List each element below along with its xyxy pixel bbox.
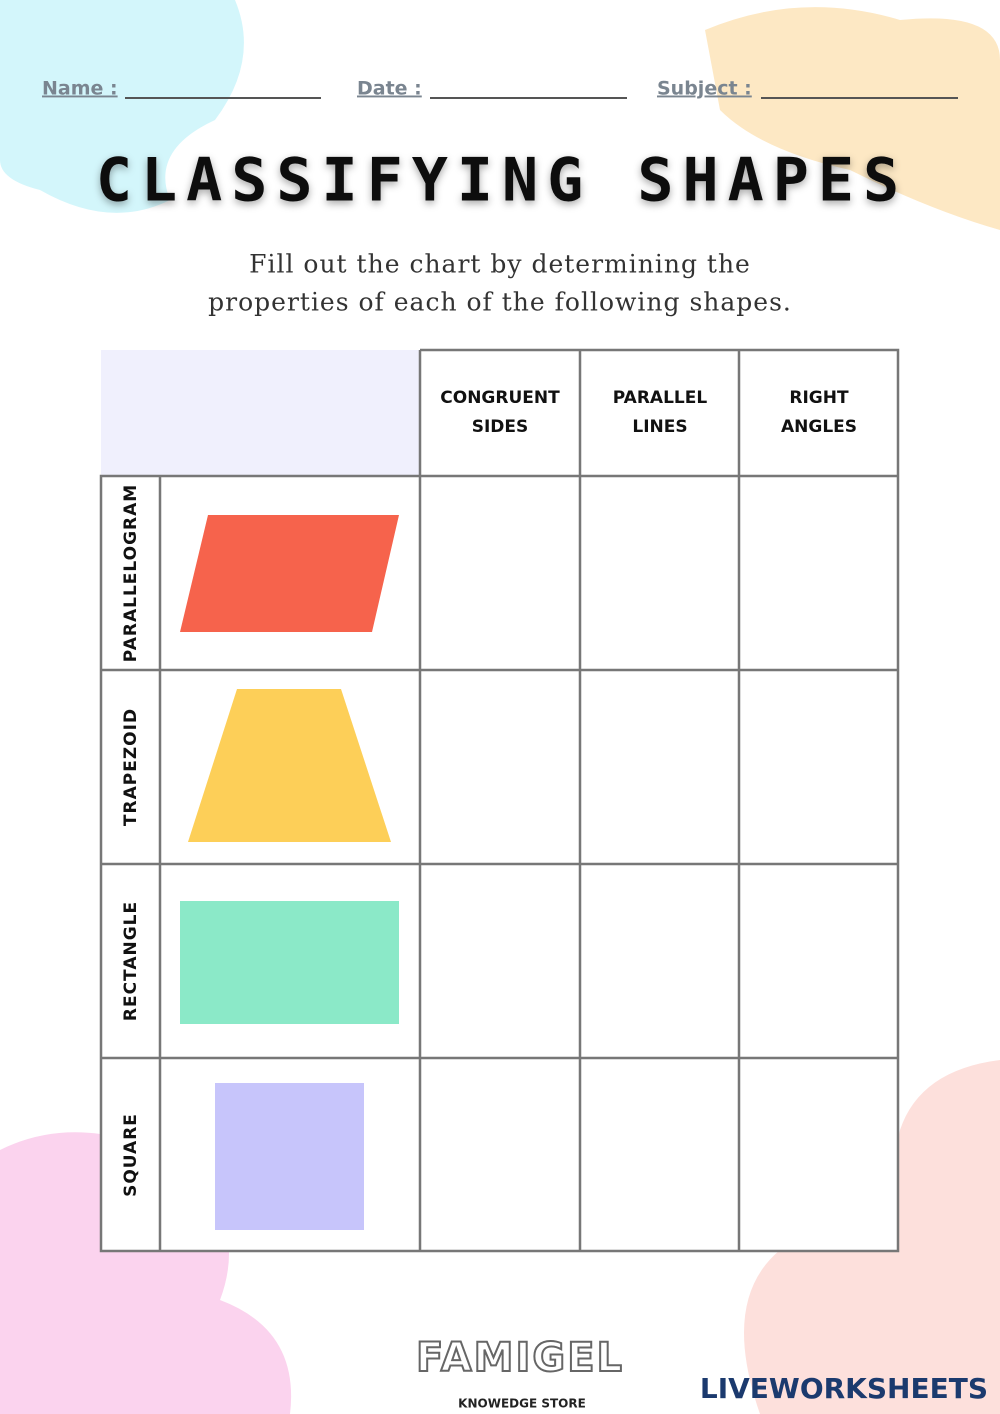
tagline: KNOWEDGE STORE <box>458 1397 586 1411</box>
trapezoid <box>188 689 391 842</box>
row-label: RECTANGLE <box>121 901 141 1021</box>
blob <box>0 1132 292 1414</box>
instructions: properties of each of the following shap… <box>208 288 792 317</box>
row-label: SQUARE <box>121 1113 141 1197</box>
column-header: PARALLEL <box>613 388 708 408</box>
column-header: LINES <box>632 417 687 437</box>
field-label: Subject : <box>657 78 752 100</box>
header-fields: Name : Date : Subject : <box>42 78 958 100</box>
header-corner <box>101 350 420 476</box>
title: CLASSIFYING SHAPES <box>96 146 908 216</box>
footer: FAMIGEL KNOWEDGE STORE LIVEWORKSHEETS <box>415 1334 988 1411</box>
blob <box>705 7 1000 231</box>
field-label: Name : <box>42 78 118 100</box>
parallelogram <box>180 515 399 632</box>
table: CONGRUENT SIDES PARALLEL LINES RIGHT ANGLES PA… <box>99 348 900 1253</box>
column-header: SIDES <box>472 417 529 437</box>
rectangle <box>180 901 399 1024</box>
column-header: CONGRUENT <box>440 388 560 408</box>
instructions: Fill out the chart by determining the <box>249 250 751 279</box>
blob <box>0 0 244 213</box>
table-grid <box>99 348 900 1253</box>
column-header: RIGHT <box>789 388 849 408</box>
square <box>215 1083 364 1230</box>
row-label: TRAPEZOID <box>121 708 141 826</box>
site: LIVEWORKSHEETS <box>700 1372 988 1405</box>
row-label: PARALLELOGRAM <box>121 484 141 662</box>
column-header: ANGLES <box>781 417 857 437</box>
brand: FAMIGEL <box>416 1335 624 1381</box>
field-label: Date : <box>357 78 422 100</box>
